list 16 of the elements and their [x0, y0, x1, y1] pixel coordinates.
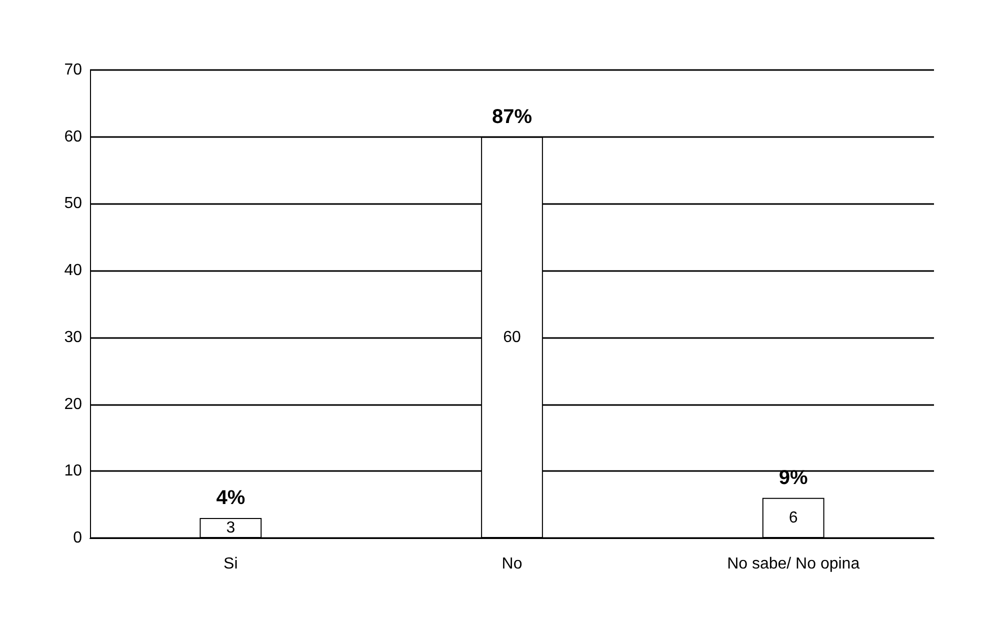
y-tick-label: 50	[64, 195, 82, 212]
y-tick-label: 0	[73, 530, 82, 546]
annotation: 4%	[216, 486, 246, 509]
x-tick-label: No sabe/ No opina	[727, 556, 860, 572]
x-tick-label: Si	[224, 556, 238, 572]
y-tick-label: 30	[64, 328, 82, 346]
annotation: 87%	[492, 106, 532, 128]
data-label: 6	[788, 509, 798, 526]
y-tick-label: 10	[64, 462, 82, 480]
data-label: 3	[226, 519, 236, 536]
data-label: 60	[503, 328, 521, 346]
y-tick-label: 20	[64, 396, 82, 413]
y-tick-label: 70	[64, 62, 82, 78]
y-tick-label: 40	[64, 262, 82, 280]
y-tick-label: 60	[64, 128, 82, 146]
x-tick-label: No	[502, 556, 522, 572]
